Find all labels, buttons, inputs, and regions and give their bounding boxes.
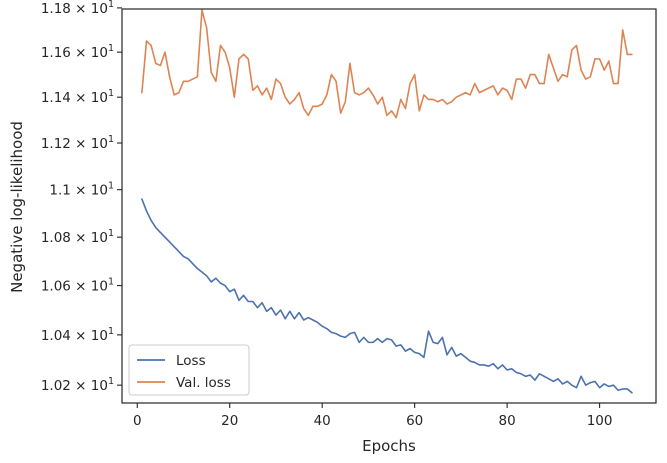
y-axis-ticks: 1.02 × 101 1.04 × 101 1.06 × 101 1.08 × 101…: [41, 0, 122, 394]
x-axis-label: Epochs: [362, 437, 416, 455]
series-line-1: [141, 198, 633, 394]
legend-label-2: Val. loss: [176, 375, 231, 391]
y-tick-label: 1.16 × 101: [41, 43, 114, 61]
legend: Loss Val. loss: [128, 344, 250, 396]
y-tick-label: 1.14 × 101: [41, 88, 114, 106]
plot-area: [121, 8, 657, 404]
series-line-2: [141, 9, 633, 119]
x-tick-label: 60: [406, 413, 423, 429]
x-tick-label: 100: [587, 413, 613, 429]
y-tick-label: 1.04 × 101: [41, 326, 114, 344]
y-tick-label: 1.18 × 101: [41, 0, 114, 17]
y-tick-label: 1.1 × 101: [49, 181, 114, 199]
x-tick-label: 20: [221, 413, 238, 429]
plot-frame: [121, 8, 657, 404]
y-axis-label: Negative log-likelihood: [8, 121, 26, 293]
x-tick-label: 40: [314, 413, 331, 429]
y-tick-label: 1.02 × 101: [41, 376, 114, 394]
y-tick-label: 1.08 × 101: [41, 228, 114, 246]
x-axis-ticks: 0 20 40 60 80 100: [133, 403, 613, 429]
x-tick-label: 0: [133, 413, 142, 429]
x-tick-label: 80: [499, 413, 516, 429]
legend-label-1: Loss: [176, 353, 206, 369]
y-tick-label: 1.06 × 101: [41, 277, 114, 295]
y-tick-label: 1.12 × 101: [41, 134, 114, 152]
